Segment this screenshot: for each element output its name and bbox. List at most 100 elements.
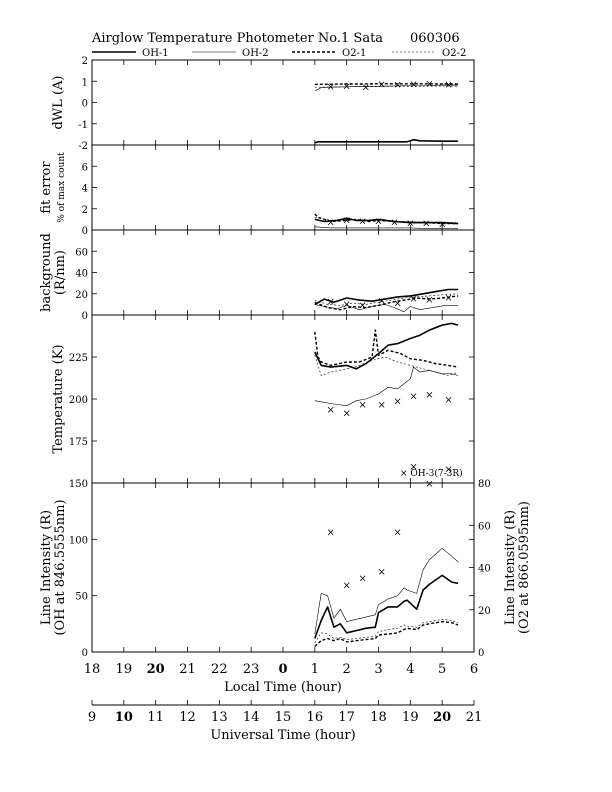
x-local-axis-label: Local Time (hour): [224, 680, 342, 695]
oh3-marker: ×: [390, 218, 398, 229]
y-axis-label: fit error: [39, 161, 54, 214]
panel-frame: [91, 144, 475, 231]
y-axis-label: background: [39, 233, 54, 312]
x-local-tick-label: 21: [179, 662, 196, 677]
y-tick-label: 0: [82, 311, 88, 322]
x-ut-tick-label: 9: [88, 710, 96, 725]
x-local-tick-label: 2: [343, 662, 351, 677]
x-local-tick-label: 1: [311, 662, 319, 677]
x-ut-tick-label: 17: [338, 710, 355, 725]
y-axis-label: dWL (A): [51, 76, 66, 130]
series-line-o2-2: [314, 355, 459, 376]
x-local-tick-label: 6: [470, 662, 478, 677]
series-line-oh-1: [314, 138, 459, 144]
x-ut-tick-label: 21: [466, 710, 483, 725]
oh3-marker: ×: [409, 79, 417, 90]
oh3-marker: ×: [358, 400, 366, 411]
legend-label-o2-1: O2-1: [342, 48, 366, 59]
x-ut-tick-label: 15: [275, 710, 292, 725]
panel-background: 0 20 40 60 background (R/nm) × × × × × × × ×: [39, 229, 475, 322]
oh3-marker: ×: [377, 567, 385, 578]
oh3-marker: ×: [409, 462, 417, 473]
series-line-oh-2: [314, 547, 459, 635]
x-ut-tick-label: 16: [307, 710, 324, 725]
y-axis-label: % of max count: [57, 152, 67, 223]
series-line-oh-1: [314, 574, 459, 639]
oh3-marker: ×: [377, 79, 385, 90]
oh3-marker: ×: [444, 293, 452, 304]
series-line-o2-1: [314, 83, 459, 86]
oh3-marker: ×: [327, 82, 335, 93]
y-tick-label: 175: [69, 437, 88, 448]
x-local-tick-label: 22: [211, 662, 228, 677]
series-line-oh-2: [314, 304, 459, 313]
x-ut-axis-label: Universal Time (hour): [210, 728, 355, 743]
oh3-marker: ×: [393, 298, 401, 309]
oh3-marker: ×: [425, 479, 433, 490]
legend-label-o2-2: O2-2: [442, 48, 466, 59]
series-line-o2-1: [314, 213, 459, 225]
x-local-tick-label: 19: [116, 662, 133, 677]
y-tick-label: 2: [82, 56, 88, 67]
y-tick-label: 225: [69, 353, 88, 364]
series-line-oh-1: [314, 288, 459, 306]
oh3-marker: ×: [438, 220, 446, 231]
oh3-marker: ×: [342, 408, 350, 419]
y-tick-label: 60: [75, 247, 88, 258]
oh3-marker: ×: [444, 464, 452, 475]
date-code: 060306: [410, 31, 460, 46]
legend-label-oh-1: OH-1: [142, 48, 169, 59]
y-right-tick-label: 0: [478, 648, 484, 659]
oh3-marker: ×: [425, 295, 433, 306]
x-ut-tick-label: 20: [433, 710, 451, 725]
y-right-tick-label: 60: [478, 521, 491, 532]
y-tick-label: 0: [82, 648, 88, 659]
panel-fit_error: 0 2 4 6 fit error% of max count × × × × × × × ×: [39, 144, 475, 237]
oh3-marker: ×: [342, 580, 350, 591]
y-right-axis-label: (O2 at 866.0595nm): [517, 501, 532, 634]
x-ut-tick-label: 18: [370, 710, 387, 725]
y-right-tick-label: 80: [478, 479, 491, 490]
y-axis-label: (OH at 846.5555nm): [53, 499, 68, 635]
oh3-marker: ×: [327, 405, 335, 416]
y-tick-label: -1: [78, 120, 88, 131]
x-local-tick-label: 3: [374, 662, 382, 677]
oh3-marker: ×: [342, 215, 350, 226]
oh3-marker: ×: [362, 83, 370, 94]
oh3-marker: ×: [409, 392, 417, 403]
y-tick-label: 20: [75, 290, 88, 301]
oh3-marker: ×: [425, 79, 433, 90]
oh3-marker: ×: [377, 400, 385, 411]
x-local-tick-label: 20: [147, 662, 165, 677]
legend: OH-1 OH-2 O2-1 O2-2: [92, 48, 466, 59]
legend-label-oh-2: OH-2: [242, 48, 269, 59]
series-line-o2-2: [314, 293, 459, 306]
chart-title: Airglow Temperature Photometer No.1 Sata: [91, 31, 383, 46]
y-axis-label: (R/nm): [53, 250, 68, 295]
y-tick-label: 0: [82, 226, 88, 237]
oh3-marker: ×: [358, 216, 366, 227]
x-local-tick-label: 0: [278, 662, 287, 677]
y-tick-label: 4: [82, 184, 88, 195]
oh3-marker: ×: [393, 527, 401, 538]
y-tick-label: 200: [69, 395, 88, 406]
oh3-marker: ×: [327, 297, 335, 308]
x-ut-tick-label: 13: [211, 710, 228, 725]
oh3-marker: ×: [444, 80, 452, 91]
oh3-marker: ×: [425, 390, 433, 401]
oh3-marker: ×: [342, 299, 350, 310]
oh3-annotation: × OH-3(7-3R): [400, 468, 463, 479]
x-ut-tick-label: 10: [115, 710, 133, 725]
series-line-o2-2: [314, 217, 459, 223]
y-tick-label: -2: [78, 141, 88, 152]
panels: -2 -1 0 1 2 dWL (A) × × × × × × × × 0 2 4 6 fit error% of …: [39, 56, 532, 659]
series-line-oh-2: [314, 366, 459, 407]
x-ut-tick-label: 19: [402, 710, 419, 725]
oh3-marker: ×: [393, 80, 401, 91]
oh3-marker: ×: [444, 395, 452, 406]
x-local-tick-label: 4: [406, 662, 414, 677]
y-right-tick-label: 40: [478, 564, 491, 575]
oh3-marker: ×: [374, 216, 382, 227]
oh3-marker: ×: [377, 296, 385, 307]
